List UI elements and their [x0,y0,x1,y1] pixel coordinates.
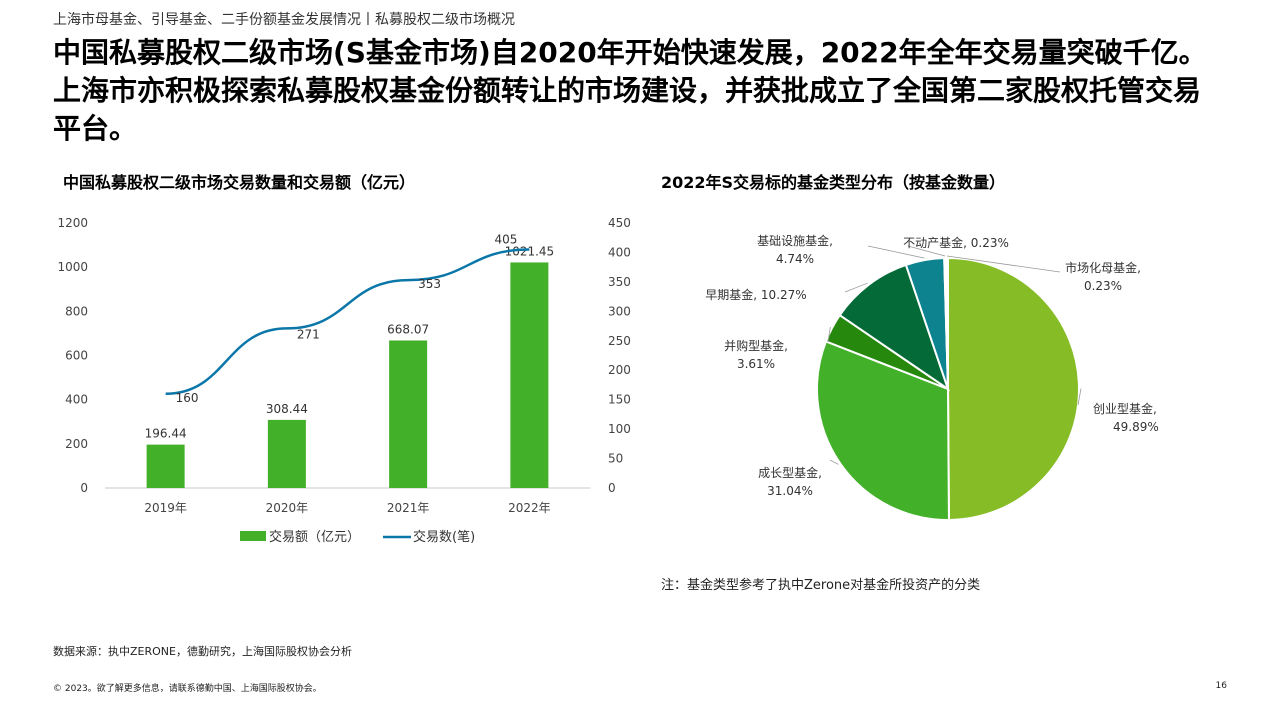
pie-leader-line [827,326,831,343]
bar [510,262,549,488]
y2-axis-tick-label: 250 [608,334,631,348]
pie-slice-label: 成长型基金, [758,465,822,480]
y-axis-tick-label: 1000 [57,260,88,274]
y-axis-tick-label: 400 [65,393,88,407]
bar-data-label: 308.44 [266,402,308,416]
pie-leader-line [829,459,839,465]
line-series [165,248,530,396]
pie-slice-label: 市场化母基金, [1065,260,1141,275]
y2-axis-tick-label: 50 [608,452,623,466]
y2-axis-tick-label: 350 [608,275,631,289]
pie-slice [816,340,950,521]
line-data-label: 160 [176,391,199,405]
legend-label-bar: 交易额（亿元） [269,529,360,545]
y2-axis-tick-label: 100 [608,422,631,436]
y2-axis-tick-label: 150 [608,393,631,407]
legend-swatch-bar [240,531,266,541]
bar [389,340,428,488]
line-data-label: 271 [297,327,320,341]
pie-slice [838,263,950,392]
bar [267,419,306,488]
bar-data-label: 668.07 [387,322,429,336]
page-headline: 中国私募股权二级市场(S基金市场)自2020年开始快速发展，2022年全年交易量… [53,36,1207,145]
y2-axis-tick-label: 300 [608,304,631,318]
pie-slice-percent: 0.23% [1084,279,1122,293]
line-data-label: 353 [418,277,441,291]
pie-slice-label: 早期基金, 10.27% [705,287,806,302]
pie-slice-percent: 4.74% [776,252,814,266]
pie-slice-label: 基础设施基金, [757,233,833,248]
pie-slice [945,256,949,390]
pie-leader-line [946,255,1061,273]
x-axis-tick-label: 2022年 [508,501,551,515]
y2-axis-tick-label: 200 [608,363,631,377]
y2-axis-tick-label: 400 [608,245,631,259]
bar [146,444,185,488]
footnote: 注：基金类型参考了执中Zerone对基金所投资产的分类 [661,578,981,593]
pie-leader-line [844,282,868,293]
y-axis-tick-label: 1200 [57,216,88,230]
x-axis-tick-label: 2019年 [144,501,187,515]
y-axis-tick-label: 200 [65,437,88,451]
bar-chart-title: 中国私募股权二级市场交易数量和交易额（亿元） [63,173,416,192]
x-axis-tick-label: 2020年 [266,501,309,515]
page-number: 16 [1215,681,1227,691]
pie-slice-label: 不动产基金, 0.23% [903,235,1009,250]
x-axis-tick-label: 2021年 [387,501,430,515]
pie-slice-percent: 3.61% [737,357,775,371]
copyright: © 2023。欲了解更多信息，请联系德勤中国、上海国际股权协会。 [53,684,322,694]
y-axis-tick-label: 600 [65,349,88,363]
pie-slice-label: 创业型基金, [1093,401,1157,416]
breadcrumb: 上海市母基金、引导基金、二手份额基金发展情况丨私募股权二级市场概况 [53,12,515,28]
y-axis-tick-label: 0 [80,481,88,495]
pie-chart-title: 2022年S交易标的基金类型分布（按基金数量） [661,173,1006,192]
y2-axis-tick-label: 450 [608,216,631,230]
pie-slice [947,256,1081,522]
y2-axis-tick-label: 0 [608,481,616,495]
bar-data-label: 196.44 [145,427,187,441]
pie-leader-line [907,245,946,257]
line-data-label: 405 [494,233,517,247]
legend-label-line: 交易数(笔) [413,529,475,545]
bar-data-label: 1021.45 [505,244,555,258]
y-axis-tick-label: 800 [65,304,88,318]
pie-slice-percent: 31.04% [767,484,813,498]
pie-leader-line [867,245,925,259]
data-source: 数据来源：执中ZERONE，德勤研究，上海国际股权协会分析 [53,645,352,658]
pie-slice-label: 并购型基金, [724,338,788,353]
pie-leader-line [1077,388,1082,406]
pie-slice-percent: 49.89% [1113,420,1159,434]
